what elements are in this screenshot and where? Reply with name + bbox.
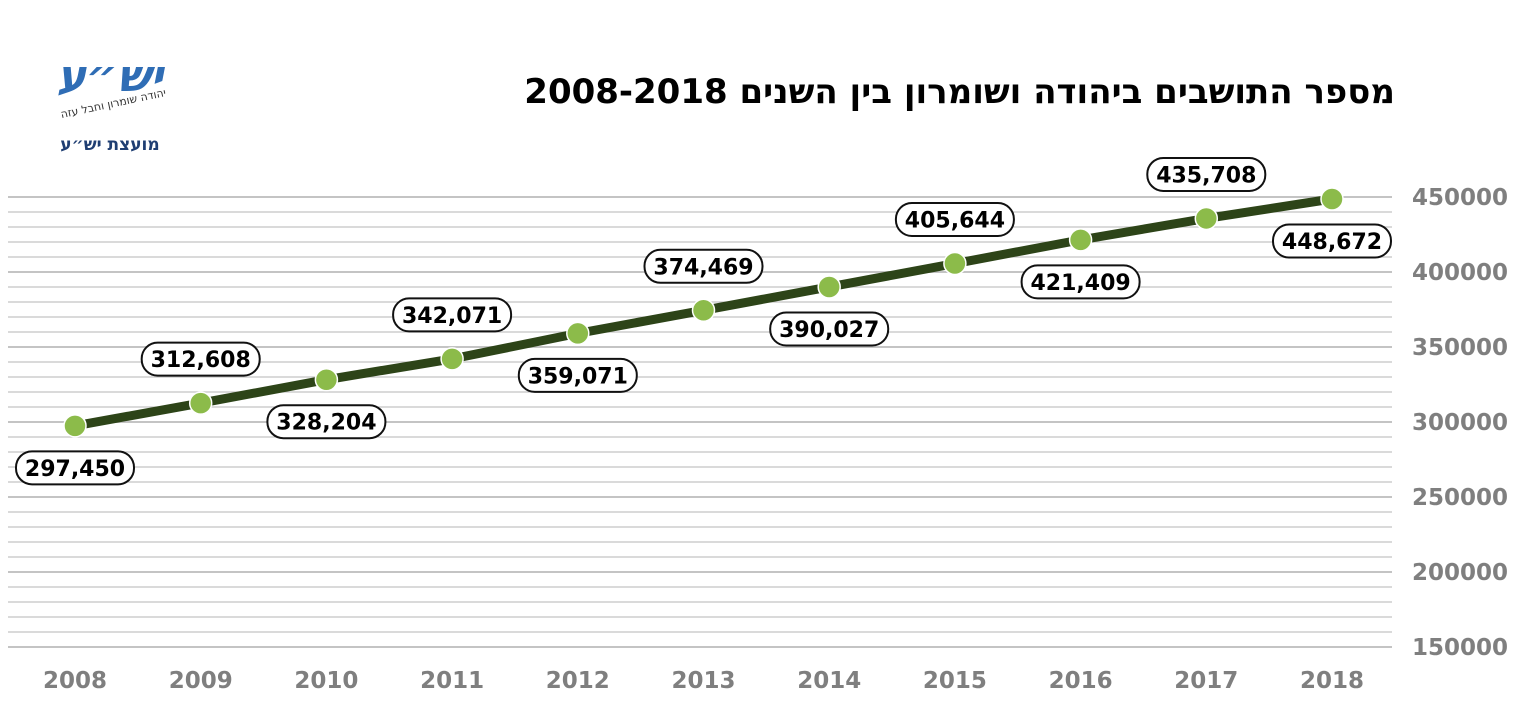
data-label-box bbox=[894, 202, 1015, 238]
data-point bbox=[1320, 187, 1344, 211]
data-label-box bbox=[1146, 156, 1267, 192]
chart-title: מספר התושבים ביהודה ושומרון בין השנים 20… bbox=[524, 72, 1395, 112]
data-point bbox=[440, 347, 464, 371]
data-label: 405,644 bbox=[894, 202, 1015, 238]
x-tick-label: 2008 bbox=[43, 668, 107, 694]
data-label: 342,071 bbox=[392, 297, 513, 333]
y-tick-label: 200000 bbox=[1412, 560, 1508, 586]
x-tick-label: 2011 bbox=[420, 668, 484, 694]
logo-mark-text: יש״ע bbox=[57, 55, 165, 102]
x-tick-label: 2015 bbox=[923, 668, 987, 694]
data-label-box bbox=[392, 297, 513, 333]
data-labels: 297,450 312,608 328,204 342,071 359,071 374,4… bbox=[15, 156, 1392, 486]
y-tick-label: 250000 bbox=[1412, 485, 1508, 511]
x-tick-label: 2012 bbox=[546, 668, 610, 694]
x-tick-label: 2016 bbox=[1049, 668, 1113, 694]
x-tick-label: 2014 bbox=[797, 668, 861, 694]
data-label: 374,469 bbox=[643, 248, 764, 284]
data-point bbox=[1194, 206, 1219, 231]
data-point bbox=[691, 298, 716, 323]
x-tick-label: 2017 bbox=[1174, 668, 1238, 694]
data-label-box bbox=[517, 357, 638, 393]
data-label-text: 312,608 bbox=[151, 348, 251, 373]
data-label: 297,450 bbox=[15, 450, 135, 486]
data-label-text: 328,204 bbox=[276, 411, 376, 436]
logo: יש״ע יהודה שומרון וחבל עזה מועצת יש״ע bbox=[40, 55, 180, 160]
y-tick-label: 350000 bbox=[1412, 335, 1508, 361]
y-tick-label: 450000 bbox=[1412, 185, 1508, 211]
data-point bbox=[566, 321, 590, 346]
data-label-text: 374,469 bbox=[653, 255, 753, 280]
data-label-box bbox=[15, 450, 135, 486]
data-label: 390,027 bbox=[769, 311, 890, 347]
data-label: 359,071 bbox=[517, 357, 638, 393]
data-label-text: 390,027 bbox=[779, 318, 879, 343]
data-point bbox=[63, 414, 87, 438]
x-tick-label: 2018 bbox=[1300, 668, 1364, 694]
data-point bbox=[1068, 228, 1093, 252]
gridlines bbox=[8, 196, 1392, 648]
data-label: 421,409 bbox=[1020, 264, 1141, 300]
data-point bbox=[943, 251, 967, 276]
data-label-text: 405,644 bbox=[905, 209, 1005, 234]
data-label-text: 448,672 bbox=[1282, 230, 1382, 255]
data-label: 435,708 bbox=[1146, 156, 1267, 192]
data-label-box bbox=[643, 248, 764, 284]
x-axis: 2008 2009 2010 2011 2012 2013 2014 2015 2016 2017… bbox=[43, 668, 1364, 694]
data-label: 448,672 bbox=[1272, 223, 1392, 259]
x-tick-label: 2013 bbox=[671, 668, 735, 694]
data-label-text: 359,071 bbox=[528, 364, 628, 389]
data-label-box bbox=[769, 311, 890, 347]
y-tick-label: 300000 bbox=[1412, 410, 1508, 436]
y-axis: 150000 200000 250000 300000 350000 400000 4500… bbox=[1412, 185, 1508, 661]
y-tick-label: 150000 bbox=[1412, 635, 1508, 661]
data-point bbox=[314, 367, 339, 392]
data-label: 312,608 bbox=[140, 341, 261, 377]
data-point bbox=[817, 275, 841, 299]
data-points bbox=[63, 187, 1344, 438]
data-label-box bbox=[140, 341, 261, 377]
data-label-box bbox=[266, 404, 387, 440]
x-tick-label: 2009 bbox=[169, 668, 233, 694]
data-point bbox=[188, 391, 213, 415]
data-label-text: 342,071 bbox=[402, 304, 502, 329]
data-label-text: 435,708 bbox=[1156, 163, 1256, 188]
data-label-text: 297,450 bbox=[25, 457, 125, 482]
data-label-text: 421,409 bbox=[1030, 271, 1130, 296]
data-label: 328,204 bbox=[266, 404, 387, 440]
y-tick-label: 400000 bbox=[1412, 260, 1508, 286]
x-tick-label: 2010 bbox=[294, 668, 358, 694]
logo-tagline: מועצת יש״ע bbox=[60, 135, 160, 155]
data-label-box bbox=[1272, 223, 1392, 259]
data-label-box bbox=[1020, 264, 1141, 300]
logo-mark: יש״ע יהודה שומרון וחבל עזה bbox=[57, 55, 167, 121]
